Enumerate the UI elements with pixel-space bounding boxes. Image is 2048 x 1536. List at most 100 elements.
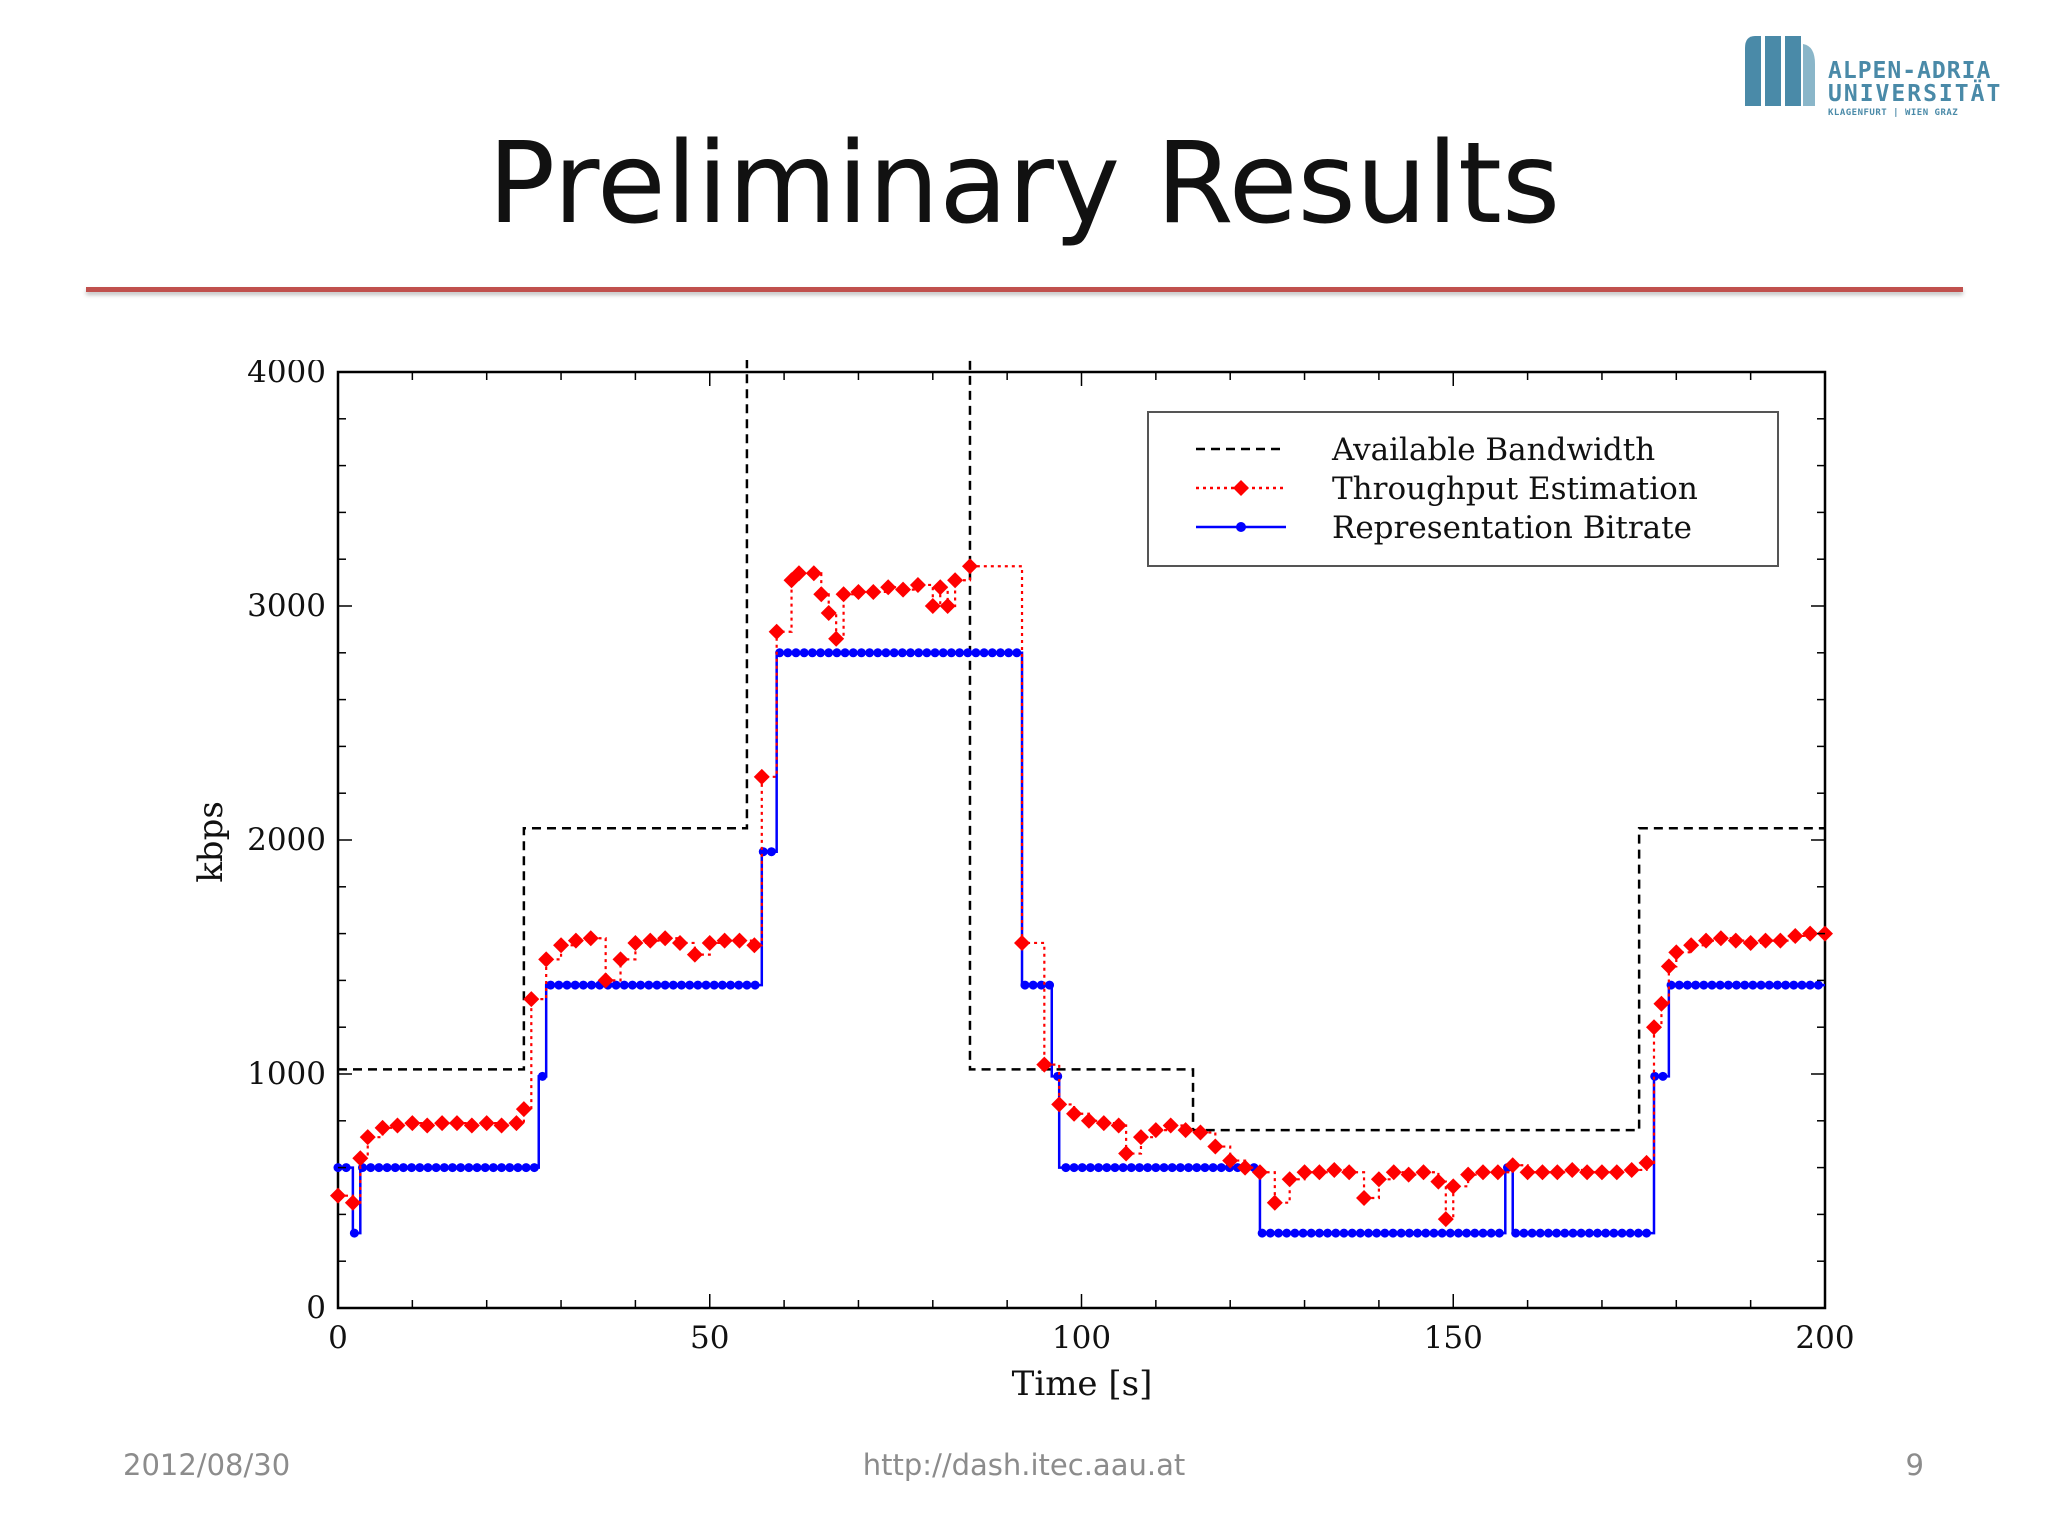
representation-point bbox=[946, 648, 956, 658]
representation-point bbox=[832, 648, 842, 658]
representation-point bbox=[1053, 1071, 1063, 1081]
throughput-point bbox=[768, 623, 785, 640]
representation-point bbox=[987, 648, 997, 658]
representation-point bbox=[750, 980, 760, 990]
page-number: 9 bbox=[1905, 1448, 1924, 1482]
throughput-point bbox=[924, 598, 941, 614]
representation-point bbox=[1650, 1071, 1660, 1081]
representation-point bbox=[1772, 980, 1782, 990]
representation-point bbox=[349, 1228, 359, 1238]
representation-point bbox=[1609, 1228, 1619, 1238]
representation-point bbox=[1118, 1163, 1128, 1173]
representation-point bbox=[1584, 1228, 1594, 1238]
representation-point bbox=[1102, 1163, 1112, 1173]
representation-point bbox=[1282, 1228, 1292, 1238]
throughput-point bbox=[1579, 1164, 1596, 1181]
representation-point bbox=[407, 1163, 417, 1173]
representation-point bbox=[1175, 1163, 1185, 1173]
footer-url: http://dash.itec.aau.at bbox=[862, 1448, 1186, 1482]
representation-point bbox=[366, 1163, 376, 1173]
legend-label-representation: Representation Bitrate bbox=[1332, 510, 1692, 546]
throughput-point bbox=[850, 583, 867, 600]
representation-point bbox=[824, 648, 834, 658]
representation-point bbox=[1462, 1228, 1472, 1238]
representation-point bbox=[816, 648, 826, 658]
representation-point bbox=[1715, 980, 1725, 990]
representation-point bbox=[398, 1163, 408, 1173]
representation-point bbox=[570, 980, 580, 990]
representation-point bbox=[799, 648, 809, 658]
representation-point bbox=[1601, 1228, 1611, 1238]
representation-point bbox=[1470, 1228, 1480, 1238]
representation-point bbox=[676, 980, 686, 990]
representation-point bbox=[873, 648, 883, 658]
throughput-point bbox=[1474, 1164, 1491, 1181]
representation-point bbox=[1732, 980, 1742, 990]
representation-point bbox=[1805, 980, 1815, 990]
title-divider bbox=[86, 287, 1963, 292]
representation-point bbox=[1421, 1228, 1431, 1238]
representation-point bbox=[1363, 1228, 1373, 1238]
representation-point bbox=[734, 980, 744, 990]
representation-point bbox=[488, 1163, 498, 1173]
representation-point bbox=[775, 648, 785, 658]
throughput-point bbox=[1222, 1152, 1239, 1169]
logo-line-3: KLAGENFURT | WIEN GRAZ bbox=[1828, 108, 1959, 118]
x-axis-title: Time [s] bbox=[1012, 1364, 1153, 1404]
representation-point bbox=[1339, 1228, 1349, 1238]
representation-point bbox=[709, 980, 719, 990]
representation-point bbox=[1552, 1228, 1562, 1238]
representation-point bbox=[1486, 1228, 1496, 1238]
representation-point bbox=[1478, 1228, 1488, 1238]
throughput-point bbox=[828, 630, 845, 647]
representation-point bbox=[1748, 980, 1758, 990]
throughput-point bbox=[597, 972, 614, 989]
throughput-point bbox=[947, 572, 964, 589]
representation-point bbox=[472, 1163, 482, 1173]
representation-point bbox=[1208, 1163, 1218, 1173]
representation-point bbox=[840, 648, 850, 658]
throughput-point bbox=[1080, 1112, 1097, 1129]
representation-point bbox=[1216, 1163, 1226, 1173]
representation-point bbox=[497, 1163, 507, 1173]
throughput-point bbox=[359, 1129, 376, 1146]
throughput-point bbox=[1772, 932, 1789, 949]
throughput-point bbox=[1207, 1138, 1224, 1155]
representation-point bbox=[1527, 1228, 1537, 1238]
representation-point bbox=[1290, 1228, 1300, 1238]
throughput-point bbox=[1504, 1157, 1521, 1174]
representation-point bbox=[1265, 1228, 1275, 1238]
throughput-point bbox=[1653, 995, 1670, 1012]
throughput-point bbox=[1162, 1117, 1179, 1134]
representation-point bbox=[1094, 1163, 1104, 1173]
representation-point bbox=[644, 980, 654, 990]
y-axis-title: kbps bbox=[191, 801, 231, 883]
representation-point bbox=[930, 648, 940, 658]
representation-point bbox=[668, 980, 678, 990]
x-tick-label: 200 bbox=[1795, 1320, 1854, 1356]
logo-line-2: UNIVERSITÄT bbox=[1828, 81, 2003, 107]
representation-point bbox=[1404, 1228, 1414, 1238]
throughput-point bbox=[374, 1119, 391, 1136]
throughput-point bbox=[642, 932, 659, 949]
plot-area bbox=[330, 360, 1833, 1310]
representation-point bbox=[546, 980, 556, 990]
representation-point bbox=[1494, 1228, 1504, 1238]
representation-point bbox=[415, 1163, 425, 1173]
throughput-point bbox=[1385, 1164, 1402, 1181]
representation-point bbox=[652, 980, 662, 990]
representation-point bbox=[742, 980, 752, 990]
throughput-point bbox=[753, 768, 770, 785]
representation-point bbox=[1110, 1163, 1120, 1173]
representation-point bbox=[1781, 980, 1791, 990]
representation-point bbox=[1126, 1163, 1136, 1173]
representation-point bbox=[1045, 980, 1055, 990]
representation-point bbox=[587, 980, 597, 990]
representation-point bbox=[660, 980, 670, 990]
throughput-point bbox=[1036, 1056, 1053, 1073]
throughput-point bbox=[1014, 934, 1031, 951]
throughput-point bbox=[1549, 1164, 1566, 1181]
representation-point bbox=[726, 980, 736, 990]
throughput-point bbox=[1608, 1164, 1625, 1181]
